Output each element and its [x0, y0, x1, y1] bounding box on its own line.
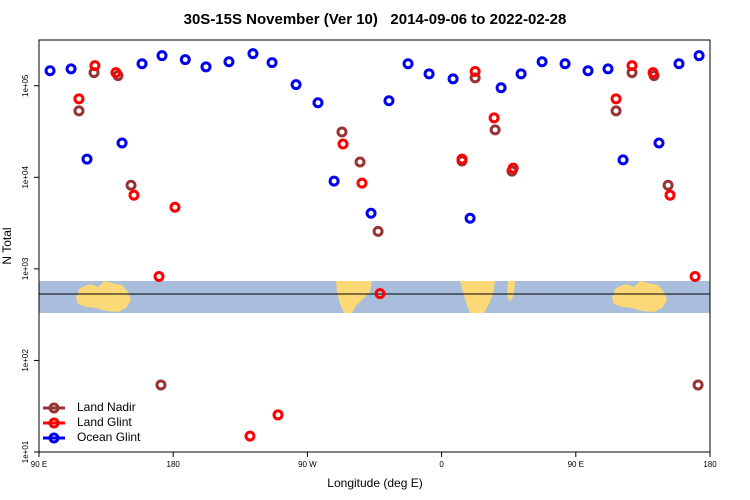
point: [559, 58, 571, 70]
y-tick-label: 1e+03: [21, 257, 30, 280]
point: [136, 58, 148, 70]
point: [664, 189, 676, 201]
point: [582, 65, 594, 77]
point: [653, 137, 665, 149]
point: [692, 379, 704, 391]
point: [647, 67, 659, 79]
point: [464, 212, 476, 224]
x-tick-label: 90 W: [298, 460, 317, 469]
point: [128, 189, 140, 201]
point: [489, 124, 501, 136]
plot-frame: [38, 39, 711, 453]
point: [73, 93, 85, 105]
point: [247, 48, 259, 60]
point: [73, 105, 85, 117]
x-tick-label: 180: [703, 460, 717, 469]
point: [673, 58, 685, 70]
chart-title: 30S-15S November (Ver 10) 2014-09-06 to …: [184, 11, 567, 28]
point: [469, 72, 481, 84]
point: [617, 154, 629, 166]
point: [662, 179, 674, 191]
point: [507, 162, 519, 174]
point: [354, 156, 366, 168]
x-tick-label: 180: [167, 460, 181, 469]
point: [244, 430, 256, 442]
point: [693, 50, 705, 62]
point: [153, 270, 165, 282]
y-tick-label: 1e+04: [21, 166, 30, 189]
point: [290, 79, 302, 91]
x-axis-label: Longitude (deg E): [327, 476, 422, 490]
point: [328, 175, 340, 187]
point: [447, 73, 459, 85]
point: [116, 137, 128, 149]
point: [272, 409, 284, 421]
point: [179, 54, 191, 66]
x-tick-label: 90 E: [568, 460, 584, 469]
x-tick-label: 90 E: [31, 460, 47, 469]
y-tick-label: 1e+05: [21, 74, 30, 97]
x-tick-label: 0: [439, 460, 444, 469]
point: [456, 153, 468, 165]
point: [536, 56, 548, 68]
y-tick-label: 1e+01: [21, 440, 30, 463]
point: [469, 66, 481, 78]
point: [495, 82, 507, 94]
point: [515, 68, 527, 80]
point: [110, 67, 122, 79]
legend-label: Land Glint: [77, 415, 132, 429]
point: [689, 270, 701, 282]
point: [365, 207, 377, 219]
point: [488, 112, 500, 124]
point: [125, 179, 137, 191]
legend-marker: [48, 402, 60, 414]
point: [266, 57, 278, 69]
point: [336, 126, 348, 138]
point: [610, 93, 622, 105]
point: [423, 68, 435, 80]
point: [155, 379, 167, 391]
point: [223, 56, 235, 68]
point: [169, 201, 181, 213]
legend-label: Ocean Glint: [77, 430, 141, 444]
point: [312, 97, 324, 109]
point: [81, 153, 93, 165]
point: [89, 60, 101, 72]
point: [372, 225, 384, 237]
point: [200, 61, 212, 73]
map-strip: [39, 281, 710, 313]
point: [337, 138, 349, 150]
legend-marker: [48, 417, 60, 429]
point: [610, 105, 622, 117]
point: [156, 50, 168, 62]
point: [602, 63, 614, 75]
point: [402, 58, 414, 70]
point: [65, 63, 77, 75]
legend-label: Land Nadir: [77, 400, 136, 414]
y-tick-label: 1e+02: [21, 349, 30, 372]
point: [374, 288, 386, 300]
point: [626, 60, 638, 72]
legend-marker: [48, 432, 60, 444]
y-axis-label: N Total: [0, 227, 14, 264]
point: [356, 177, 368, 189]
point: [383, 95, 395, 107]
point: [44, 65, 56, 77]
